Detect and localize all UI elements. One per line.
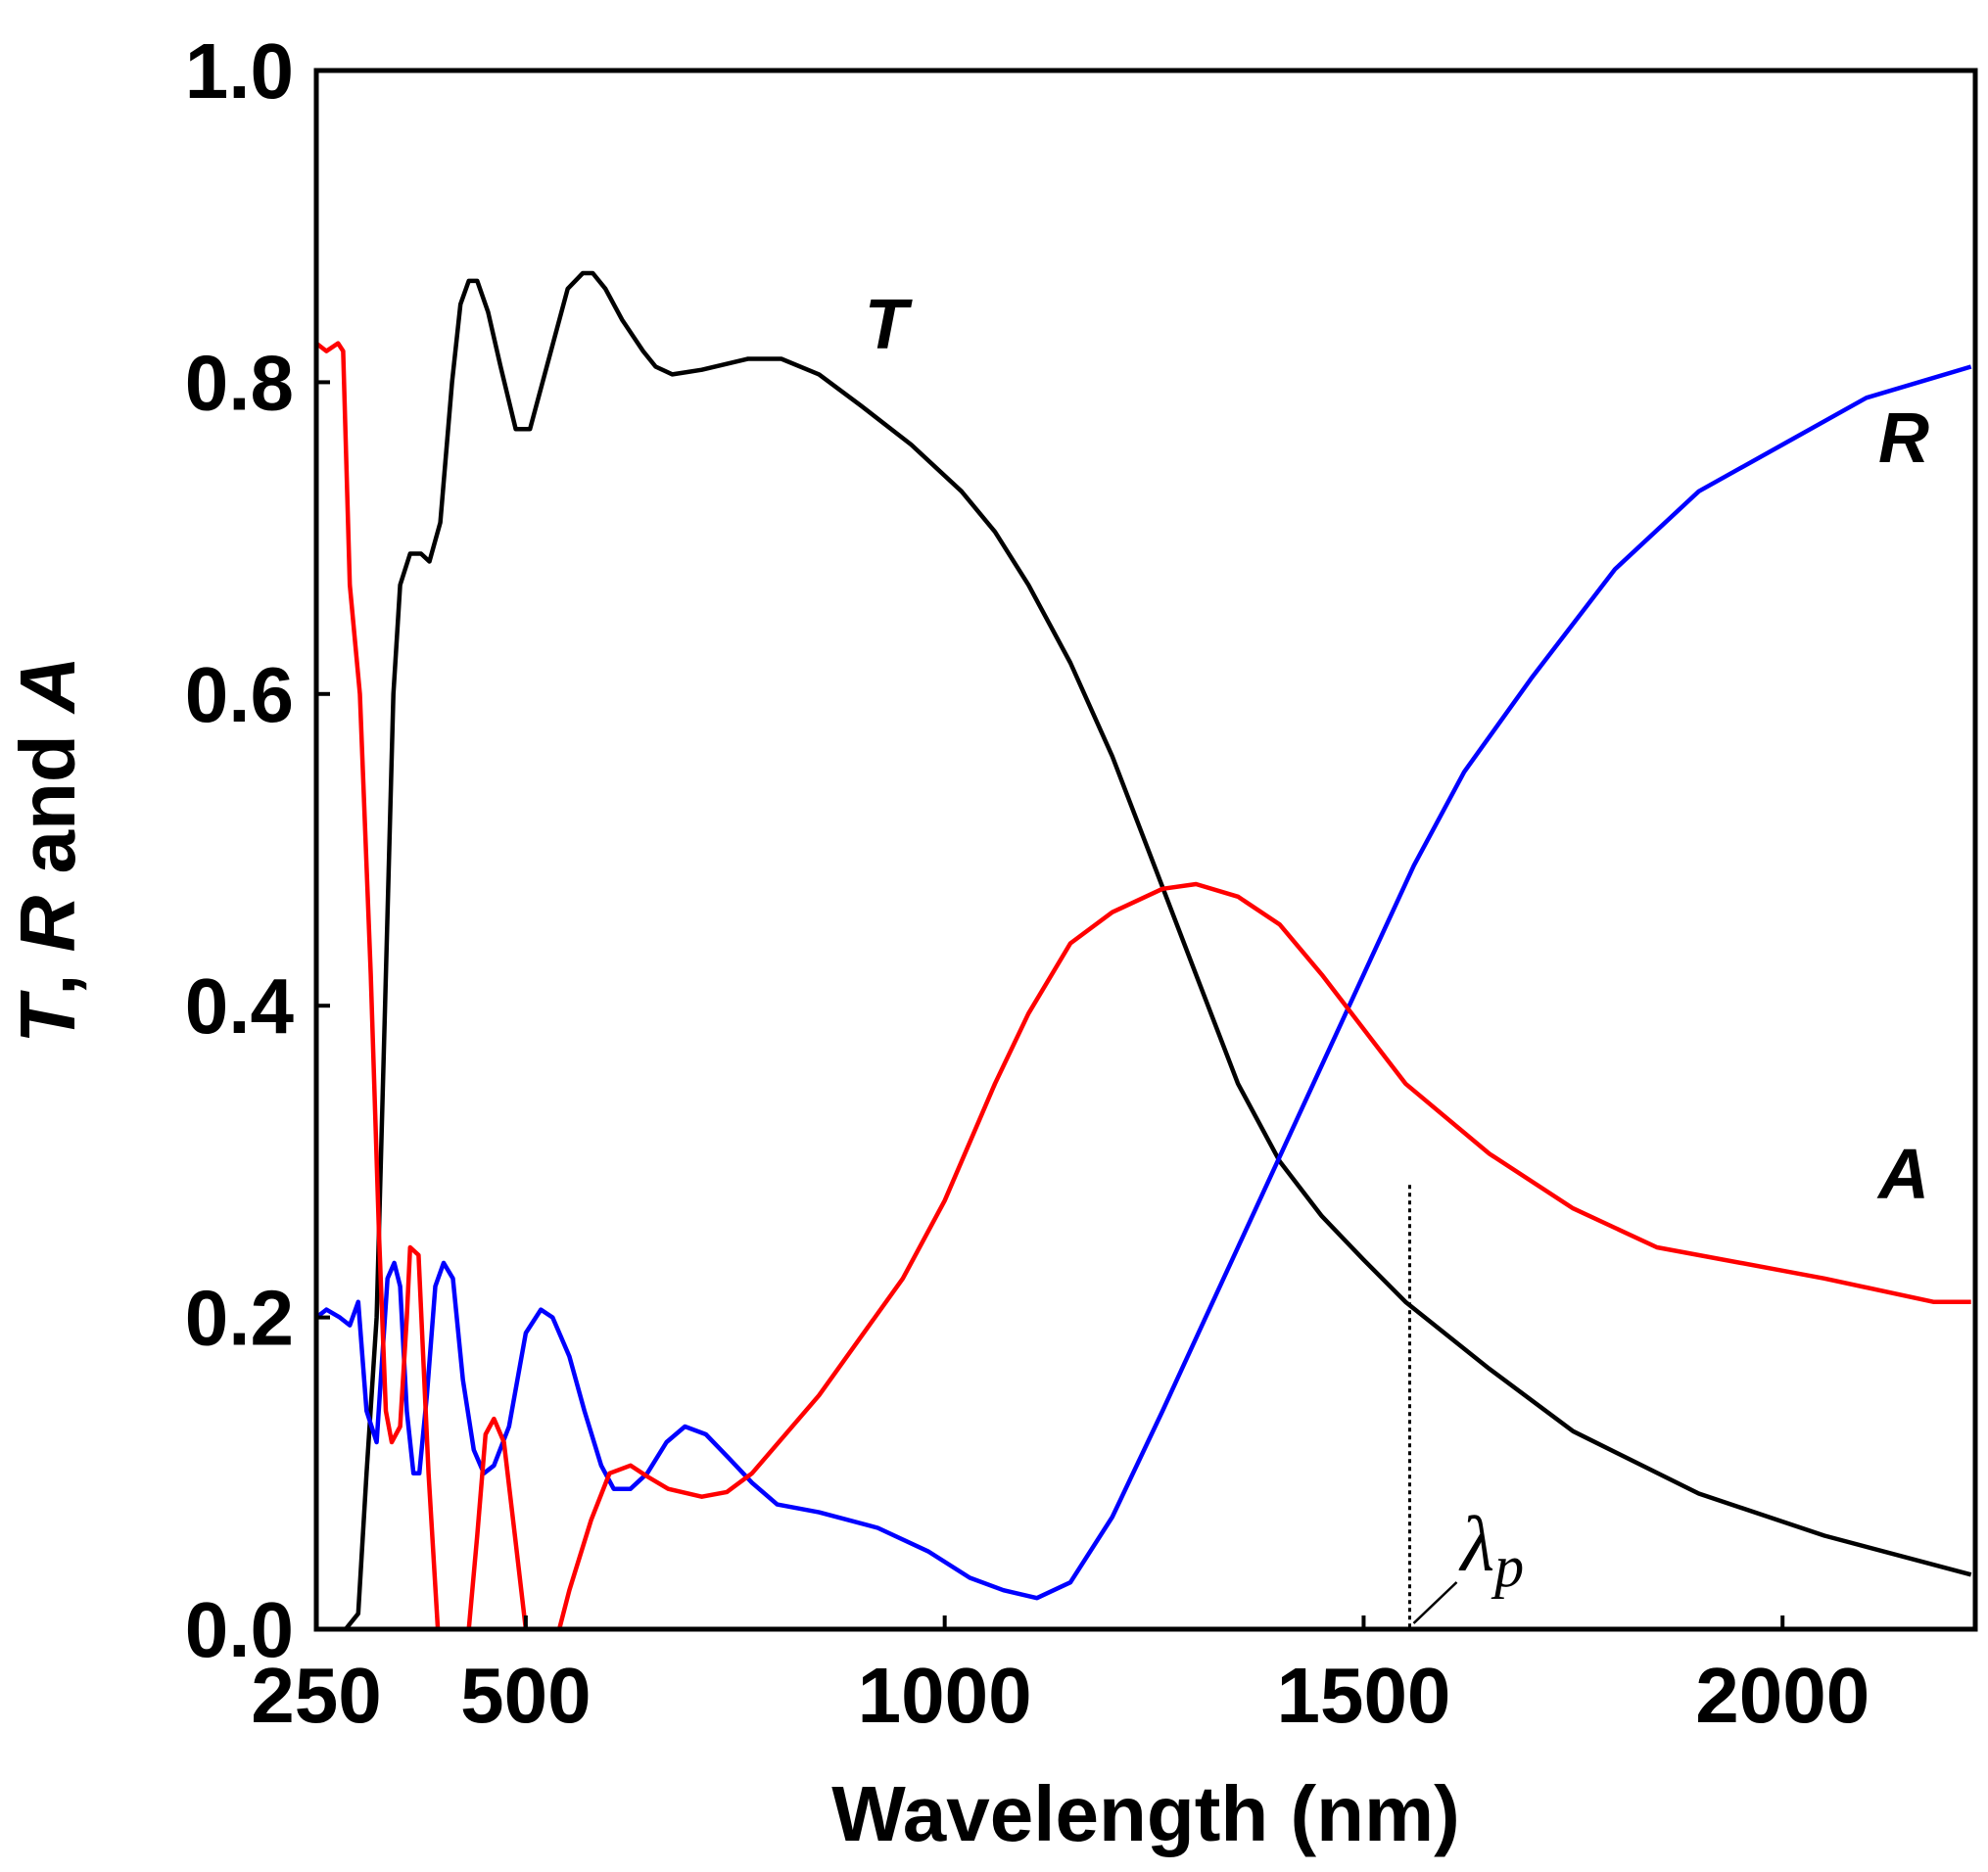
- x-tick-label: 250: [251, 1652, 381, 1739]
- x-tick-label: 500: [460, 1652, 591, 1739]
- curve-label-a: A: [1876, 1136, 1929, 1214]
- series-line-r: [314, 364, 1972, 1601]
- x-tick-label: 2000: [1695, 1652, 1870, 1739]
- y-tick-label: 0.0: [185, 1586, 294, 1673]
- y-tick-label: 0.4: [185, 962, 295, 1050]
- lambda-symbol: λ: [1459, 1502, 1495, 1588]
- plasma-wavelength-label: λp: [1459, 1502, 1525, 1599]
- plasma-wavelength-leader: [1412, 1581, 1458, 1624]
- series-layer: [314, 270, 1972, 1632]
- y-title-part-r: R: [4, 895, 91, 952]
- y-axis-title: T, R and A: [4, 656, 91, 1044]
- plot-frame: [313, 68, 1978, 1632]
- x-axis-title: Wavelength (nm): [831, 1770, 1459, 1857]
- x-tick-label: 1000: [858, 1652, 1032, 1739]
- lambda-subscript: p: [1491, 1534, 1524, 1599]
- y-title-part-and: and: [4, 713, 91, 896]
- series-line-a: [314, 341, 1971, 1632]
- ticks-layer: 0.0 0.2 0.4 0.6 0.8 1.0 250 500 1000 1500 2000: [185, 27, 1870, 1739]
- curve-label-t: T: [865, 286, 914, 364]
- y-title-part-a: A: [4, 656, 91, 715]
- y-title-part-comma: ,: [4, 952, 91, 995]
- y-tick-label: 0.2: [185, 1275, 294, 1362]
- y-title-part-t: T: [4, 990, 91, 1044]
- curve-label-r: R: [1878, 399, 1929, 478]
- y-tick-label: 1.0: [185, 27, 294, 115]
- x-tick-label: 1500: [1276, 1652, 1450, 1739]
- y-tick-label: 0.6: [185, 651, 294, 738]
- series-line-t: [344, 270, 1972, 1631]
- y-tick-label: 0.8: [185, 339, 294, 426]
